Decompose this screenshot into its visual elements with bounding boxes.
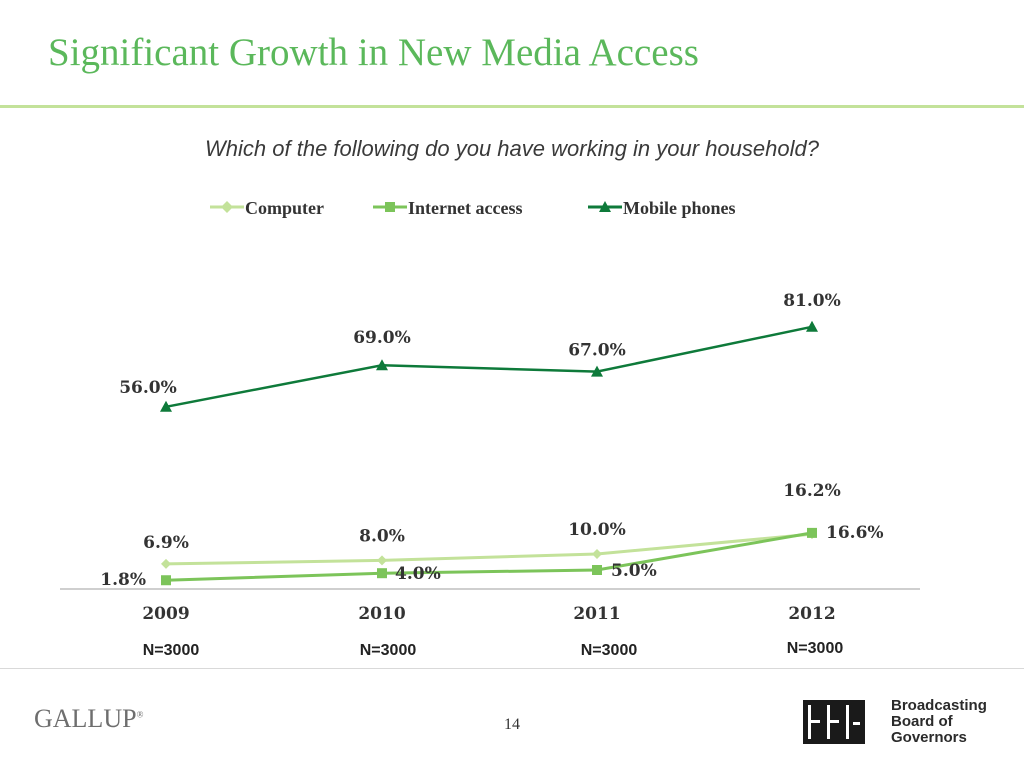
marker-computer-2010	[377, 555, 387, 566]
title-divider	[0, 105, 1024, 108]
sample-size-2010: N=3000	[359, 642, 417, 659]
legend-label-internet: Internet access	[408, 198, 523, 218]
data-label-mobile-2012: 81.0%	[783, 291, 841, 311]
data-label-internet-2010: 4.0%	[395, 564, 441, 584]
series-line-computer	[165, 532, 813, 566]
marker-mobile-2012	[806, 320, 818, 332]
marker-computer-2011	[592, 549, 602, 559]
legend-swatch-mobile	[588, 201, 622, 212]
marker-mobile-2011	[591, 365, 603, 377]
data-label-computer-2012: 16.2%	[783, 481, 841, 501]
line-chart: 2009 2010 2011 2012 6.9% 8.0% 10.0% 16.2% 1.8% 4.…	[60, 291, 920, 624]
data-label-computer-2011: 10.0%	[568, 520, 626, 540]
data-label-internet-2009: 1.8%	[100, 570, 146, 590]
x-tick-label-2010: 2010	[358, 604, 405, 624]
bbg-text-line-2: Board of	[891, 713, 953, 730]
series-line-internet	[165, 531, 813, 582]
data-label-computer-2010: 8.0%	[359, 526, 405, 546]
slide-title: Significant Growth in New Media Access	[48, 31, 699, 74]
legend-label-mobile: Mobile phones	[623, 198, 736, 218]
data-label-computer-2009: 6.9%	[143, 533, 189, 553]
chart-legend: Computer Internet access Mobile phones	[0, 196, 1024, 222]
marker-internet-2010	[377, 568, 387, 579]
marker-mobile-2009	[160, 400, 172, 412]
x-tick-label-2011: 2011	[573, 604, 620, 624]
data-label-mobile-2009: 56.0%	[119, 378, 177, 398]
x-tick-label-2009: 2009	[142, 604, 189, 624]
page-number: 14	[504, 716, 520, 733]
legend-swatch-computer	[210, 201, 244, 213]
data-label-internet-2012: 16.6%	[826, 523, 884, 543]
sample-size-2011: N=3000	[580, 642, 638, 659]
x-tick-label-2012: 2012	[788, 604, 835, 624]
marker-computer-2009	[161, 558, 171, 569]
series-line-mobile	[165, 325, 813, 409]
marker-internet-2011	[592, 565, 602, 575]
sample-size-2009: N=3000	[142, 642, 200, 659]
bbg-logo-icon	[803, 700, 865, 744]
data-label-internet-2011: 5.0%	[611, 561, 657, 581]
bbg-logo-text: Broadcasting Board of Governors	[891, 698, 987, 746]
footer-divider	[0, 668, 1024, 669]
gallup-logo: GALLUP®	[34, 704, 144, 733]
data-label-mobile-2011: 67.0%	[568, 341, 626, 361]
bbg-text-line-3: Governors	[891, 729, 967, 746]
gallup-logo-text: GALLUP	[34, 704, 137, 733]
marker-internet-2009	[161, 575, 171, 586]
marker-internet-2012	[807, 527, 817, 538]
slide-subtitle: Which of the following do you have worki…	[205, 136, 819, 161]
legend-swatch-internet	[373, 202, 407, 212]
bbg-text-line-1: Broadcasting	[891, 697, 987, 714]
legend-label-computer: Computer	[245, 198, 324, 218]
marker-mobile-2010	[376, 359, 388, 371]
data-label-mobile-2010: 69.0%	[353, 328, 411, 348]
sample-size-2012: N=3000	[786, 640, 844, 657]
